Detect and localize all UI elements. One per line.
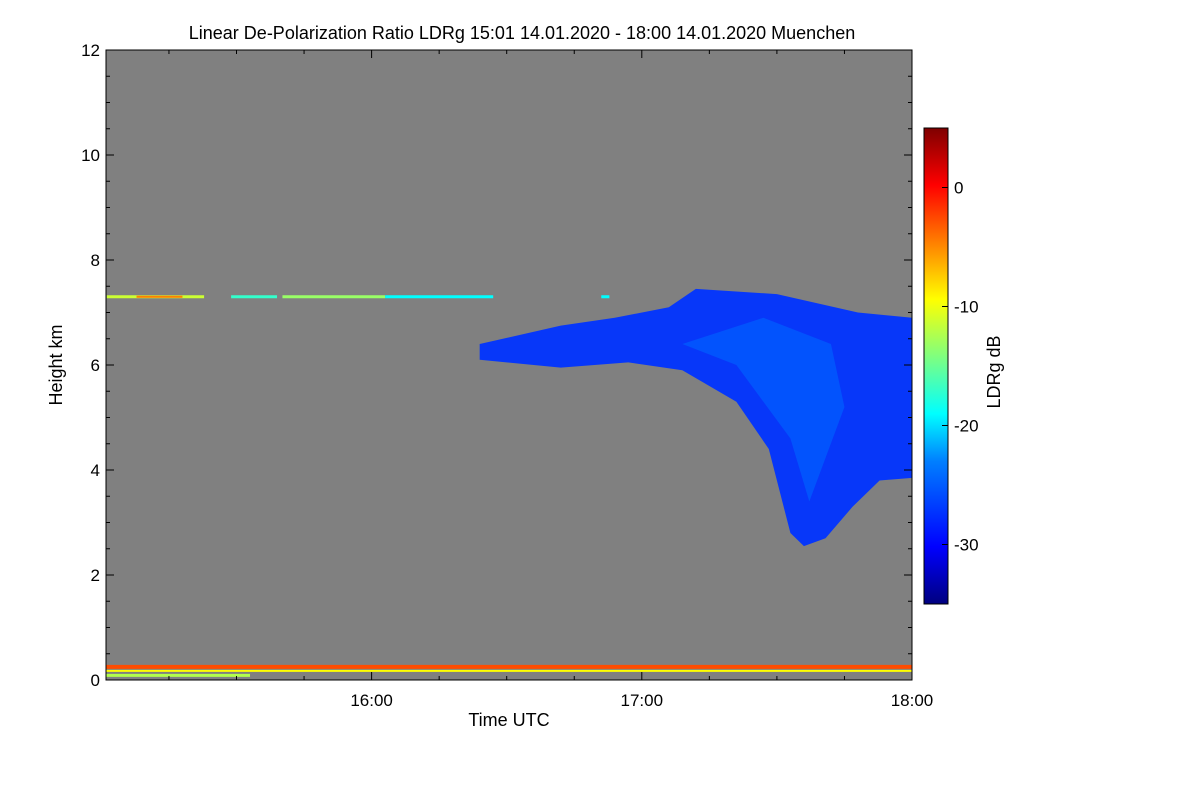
colorbar-tick-label: -20 (954, 417, 979, 436)
aerosol-layer-segment (385, 295, 494, 299)
x-tick-label: 18:00 (891, 691, 934, 710)
y-tick-label: 12 (81, 41, 100, 60)
y-tick-label: 8 (91, 251, 100, 270)
aerosol-layer-segment (282, 295, 386, 299)
y-tick-label: 0 (91, 671, 100, 690)
colorbar (923, 127, 949, 605)
y-tick-label: 4 (91, 461, 100, 480)
x-axis-label: Time UTC (468, 710, 549, 730)
y-axis: 0 2 4 6 8 10 12 (81, 41, 912, 690)
y-tick-label: 6 (91, 356, 100, 375)
surface-layer-lower (106, 673, 251, 677)
data-marks (106, 288, 912, 677)
surface-layer-lower (106, 669, 912, 672)
y-tick-label: 2 (91, 566, 100, 585)
cloud-core (682, 317, 845, 502)
aerosol-layer-segment (601, 295, 610, 299)
x-tick-label: 17:00 (621, 691, 664, 710)
colorbar-tick-label: -10 (954, 298, 979, 317)
y-tick-label: 10 (81, 146, 100, 165)
colorbar-label: LDRg dB (984, 335, 1004, 408)
x-axis: 16:00 17:00 18:00 (168, 50, 934, 710)
aerosol-layer-segment (136, 295, 183, 298)
chart-title: Linear De-Polarization Ratio LDRg 15:01 … (189, 23, 855, 43)
aerosol-layer-segment (231, 295, 278, 299)
y-axis-label: Height km (46, 324, 66, 405)
x-tick-label: 16:00 (350, 691, 393, 710)
colorbar-ticks: 0 -10 -20 -30 (942, 179, 979, 555)
colorbar-tick-label: 0 (954, 179, 963, 198)
colorbar-tick-label: -30 (954, 536, 979, 555)
surface-layer (106, 664, 912, 669)
